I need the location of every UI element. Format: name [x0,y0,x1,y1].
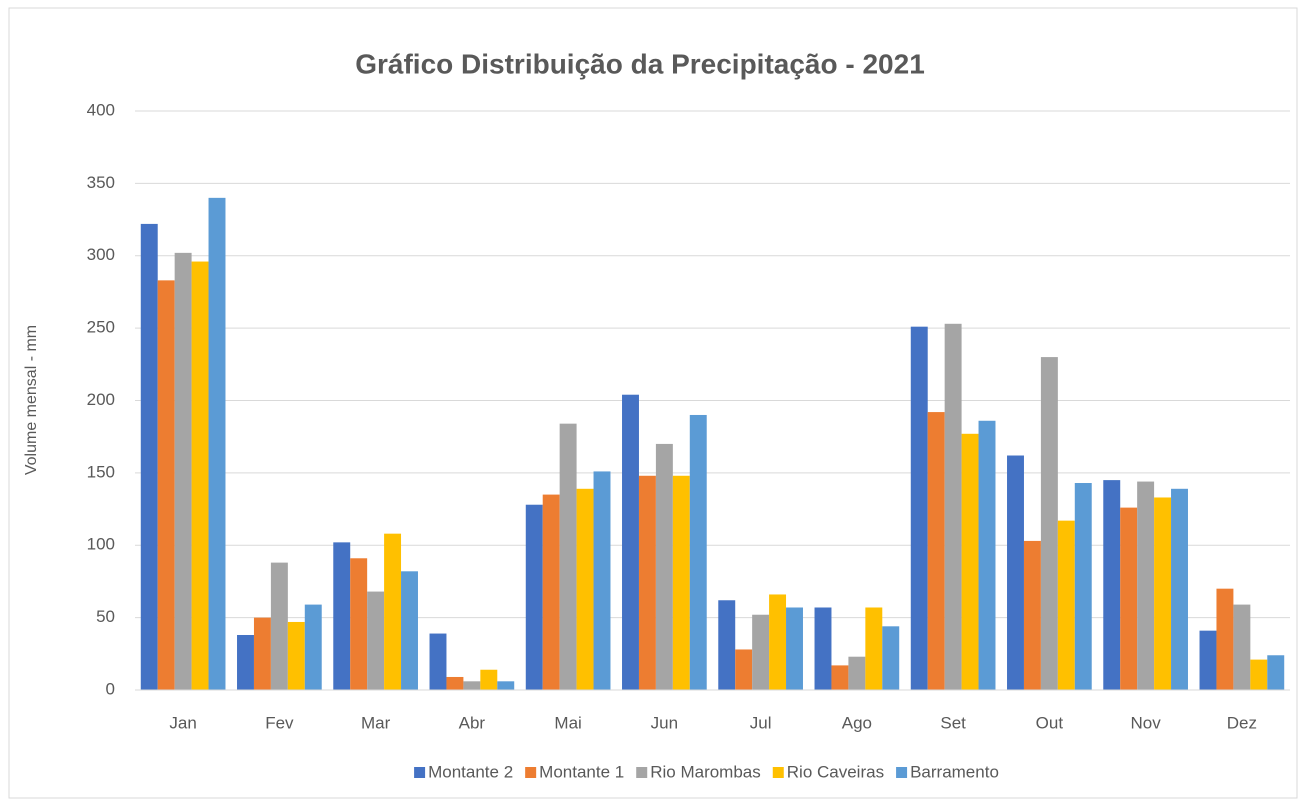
y-axis-title: Volume mensal - mm [23,325,40,475]
bar [622,394,639,690]
bar [1074,483,1092,690]
legend-label: Rio Marombas [650,762,761,781]
bar [978,420,996,690]
bar [1171,488,1188,690]
y-tick-label: 150 [87,462,115,481]
x-tick-label: Jan [169,713,196,732]
bar [542,494,560,690]
bar [910,326,928,690]
bar [831,665,849,690]
bar [208,197,226,690]
legend-swatch [525,767,537,778]
bar [1154,497,1172,690]
x-tick-label: Jul [750,713,772,732]
bar [174,252,192,691]
y-tick-label: 250 [87,318,115,337]
bar [786,607,803,690]
chart-title: Gráfico Distribuição da Precipitação - 2… [355,48,925,79]
bar [140,223,158,690]
bar [350,558,368,690]
bar [367,591,385,690]
legend-swatch [636,767,648,778]
bar [1040,357,1058,690]
y-tick-label: 400 [87,100,115,119]
bar [1233,604,1251,690]
bar [927,412,945,690]
x-tick-label: Abr [459,713,486,732]
bar [446,676,464,690]
bar [638,475,656,690]
legend-label: Rio Caveiras [787,762,884,781]
x-tick-label: Mai [554,713,581,732]
bar [672,475,690,690]
bar [333,542,351,690]
bar [1137,481,1155,690]
bar [865,607,883,690]
y-tick-label: 300 [87,245,115,264]
bar [1120,507,1138,690]
x-tick-label: Fev [265,713,294,732]
bar [1007,455,1024,690]
bar [429,633,447,690]
bar [253,617,271,690]
legend-label: Montante 2 [428,762,513,781]
bar [1267,655,1285,690]
bar [593,471,611,690]
y-tick-label: 200 [87,390,115,409]
legend-swatch [414,767,426,778]
x-tick-label: Dez [1227,713,1257,732]
bar [689,414,707,690]
legend-label: Montante 1 [539,762,624,781]
bar [718,600,736,690]
bar [384,533,402,690]
bar [497,681,515,690]
bar [576,488,594,690]
bar [157,280,175,690]
bar [191,261,209,690]
bar [961,433,979,690]
bar [559,423,577,690]
bar [1103,480,1121,690]
x-tick-label: Out [1036,713,1064,732]
bar [944,323,962,690]
legend-swatch [896,767,908,778]
bar [287,621,305,690]
bar [237,634,254,690]
bar [769,594,787,690]
bar [752,614,770,690]
bar [1216,588,1234,690]
y-tick-label: 350 [87,173,115,192]
y-tick-label: 0 [106,679,115,698]
bar [1023,540,1041,690]
bar [814,607,832,690]
bar [304,604,322,690]
bar [655,443,673,690]
x-tick-label: Nov [1131,713,1162,732]
legend-label: Barramento [910,762,999,781]
bar [401,571,418,690]
x-tick-label: Mar [361,713,391,732]
legend-swatch [772,767,784,778]
x-tick-label: Ago [842,713,872,732]
y-tick-label: 100 [87,535,115,554]
bar [480,669,498,690]
x-tick-label: Jun [651,713,678,732]
bar [1057,520,1075,690]
bar [882,626,900,690]
bar [735,649,753,690]
bar [1199,630,1217,690]
bar [270,562,288,690]
x-tick-label: Set [940,713,966,732]
bar [848,656,866,690]
bar [525,504,543,690]
bar [463,681,481,690]
y-tick-label: 50 [96,607,115,626]
bar [1250,659,1268,690]
